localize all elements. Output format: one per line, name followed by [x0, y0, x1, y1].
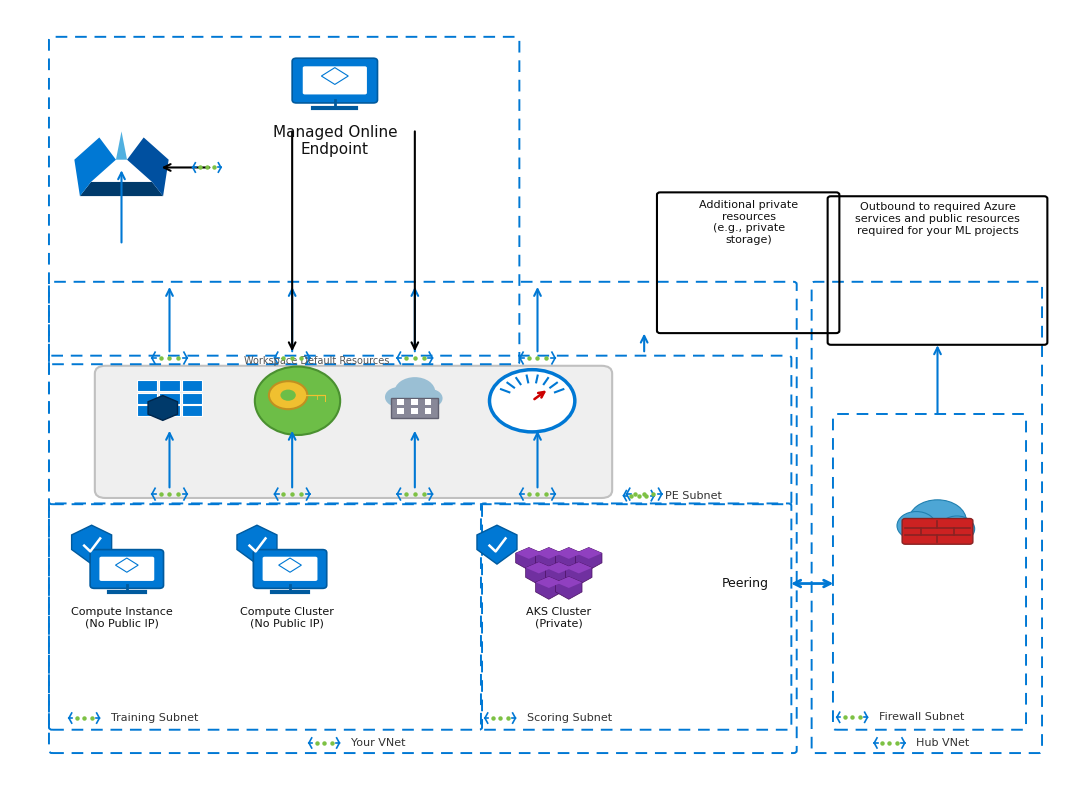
Polygon shape	[526, 562, 553, 574]
Circle shape	[395, 377, 435, 407]
Bar	[159, 405, 180, 416]
Polygon shape	[556, 577, 582, 599]
Bar	[425, 408, 431, 414]
Polygon shape	[127, 138, 169, 196]
Polygon shape	[556, 548, 582, 570]
Circle shape	[269, 381, 307, 410]
Polygon shape	[526, 562, 553, 585]
Text: Hub VNet: Hub VNet	[916, 738, 970, 748]
Polygon shape	[477, 525, 517, 564]
Text: AKS Cluster
(Private): AKS Cluster (Private)	[527, 607, 591, 629]
Bar	[182, 405, 202, 416]
Bar	[137, 380, 157, 391]
Text: Outbound to required Azure
services and public resources
required for your ML pr: Outbound to required Azure services and …	[855, 203, 1020, 236]
FancyBboxPatch shape	[262, 556, 317, 581]
Polygon shape	[565, 562, 592, 574]
Text: Compute Instance
(No Public IP): Compute Instance (No Public IP)	[71, 607, 172, 629]
Polygon shape	[535, 577, 562, 599]
Polygon shape	[575, 548, 602, 559]
Bar	[159, 393, 180, 403]
Circle shape	[897, 512, 936, 540]
Bar	[398, 399, 404, 405]
Text: Peering: Peering	[722, 577, 769, 590]
Polygon shape	[535, 548, 562, 570]
Text: Compute Cluster
(No Public IP): Compute Cluster (No Public IP)	[240, 607, 333, 629]
Polygon shape	[148, 395, 177, 421]
FancyBboxPatch shape	[902, 519, 973, 544]
FancyBboxPatch shape	[292, 58, 377, 103]
Circle shape	[940, 516, 975, 542]
Bar	[425, 399, 431, 405]
FancyBboxPatch shape	[95, 365, 612, 498]
Bar	[159, 380, 180, 391]
Text: Workspace Default Resources: Workspace Default Resources	[244, 356, 389, 365]
Polygon shape	[72, 525, 112, 564]
Polygon shape	[74, 138, 116, 196]
Polygon shape	[236, 525, 277, 564]
Polygon shape	[546, 562, 572, 585]
Polygon shape	[516, 548, 542, 570]
Circle shape	[489, 369, 575, 432]
Bar	[137, 393, 157, 403]
FancyBboxPatch shape	[254, 549, 327, 589]
Text: Your VNet: Your VNet	[350, 738, 405, 748]
FancyBboxPatch shape	[99, 556, 154, 581]
Circle shape	[385, 387, 413, 407]
Polygon shape	[80, 182, 163, 196]
Text: Firewall Subnet: Firewall Subnet	[879, 712, 964, 722]
Bar	[398, 408, 404, 414]
Polygon shape	[556, 548, 582, 559]
Circle shape	[281, 390, 296, 401]
Ellipse shape	[255, 366, 340, 435]
Polygon shape	[278, 558, 301, 572]
Text: Additional private
resources
(e.g., private
storage): Additional private resources (e.g., priv…	[699, 200, 799, 245]
Polygon shape	[321, 68, 348, 84]
Bar	[411, 399, 418, 405]
Text: Scoring Subnet: Scoring Subnet	[527, 713, 612, 723]
FancyBboxPatch shape	[303, 66, 367, 94]
Polygon shape	[115, 558, 139, 572]
Polygon shape	[116, 131, 127, 160]
Text: Managed Online
Endpoint: Managed Online Endpoint	[273, 125, 397, 157]
Polygon shape	[575, 548, 602, 570]
Bar	[182, 393, 202, 403]
Text: PE Subnet: PE Subnet	[665, 490, 722, 501]
Text: Training Subnet: Training Subnet	[111, 713, 198, 723]
Polygon shape	[516, 548, 542, 559]
Bar	[411, 408, 418, 414]
Circle shape	[417, 389, 443, 408]
Polygon shape	[556, 577, 582, 588]
Polygon shape	[546, 562, 572, 574]
Bar	[391, 398, 439, 418]
Bar	[137, 405, 157, 416]
Circle shape	[908, 500, 966, 542]
FancyBboxPatch shape	[90, 549, 163, 589]
Polygon shape	[535, 577, 562, 588]
Bar	[182, 380, 202, 391]
Polygon shape	[535, 548, 562, 559]
Polygon shape	[565, 562, 592, 585]
